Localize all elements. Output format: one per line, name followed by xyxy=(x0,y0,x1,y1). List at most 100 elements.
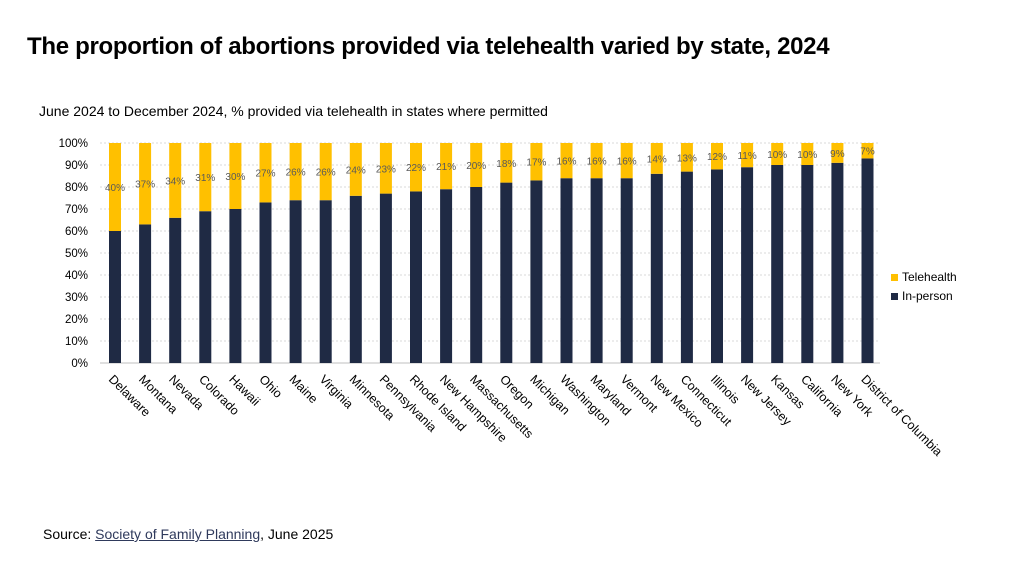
data-label: 14% xyxy=(647,154,667,165)
data-label: 7% xyxy=(860,147,875,158)
data-label: 16% xyxy=(556,157,576,168)
data-label: 16% xyxy=(587,157,607,168)
source-prefix: Source: xyxy=(43,526,96,542)
bar-in-person xyxy=(470,187,483,363)
data-label: 20% xyxy=(466,161,486,172)
y-axis: 0% 10% 20% 30% 40% 50% 60% 70% 80% 90% 100% xyxy=(59,138,880,370)
data-label: 16% xyxy=(617,157,637,168)
x-tick-label: District of Columbia xyxy=(858,372,945,459)
bar-in-person xyxy=(349,195,362,363)
bar-in-person xyxy=(289,200,302,363)
bar-in-person xyxy=(500,182,513,363)
legend: Telehealth In-person xyxy=(891,270,957,303)
bars: 40% 37% 34% 31% 30% 27% 26% 26% 24% 23% 22% 21% 20% 1… xyxy=(105,143,875,363)
bar-in-person xyxy=(139,224,152,363)
data-label: 23% xyxy=(376,164,396,175)
data-label: 22% xyxy=(406,163,426,174)
bar-telehealth xyxy=(801,143,814,165)
bar-telehealth xyxy=(199,143,212,212)
bar-in-person xyxy=(771,165,784,363)
bar-telehealth xyxy=(259,143,272,203)
bar-telehealth xyxy=(139,143,152,225)
y-tick-label: 10% xyxy=(65,336,88,348)
bar-in-person xyxy=(109,231,121,363)
bar-telehealth xyxy=(169,143,182,218)
data-label: 12% xyxy=(707,152,727,163)
data-label: 26% xyxy=(286,168,306,179)
data-label: 26% xyxy=(316,168,336,179)
data-label: 17% xyxy=(526,158,546,169)
bar-in-person xyxy=(620,178,633,363)
bar-telehealth xyxy=(530,143,543,181)
data-label: 10% xyxy=(767,150,787,161)
x-tick-label: Maine xyxy=(286,372,320,406)
bar-in-person xyxy=(319,200,332,363)
data-label: 34% xyxy=(165,176,185,187)
legend-swatch xyxy=(891,293,898,300)
bar-in-person xyxy=(229,209,242,363)
gridlines xyxy=(100,142,880,342)
data-label: 27% xyxy=(255,169,275,180)
bar-telehealth xyxy=(379,143,392,194)
legend-label: In-person xyxy=(902,289,953,303)
page-title: The proportion of abortions provided via… xyxy=(27,33,830,60)
data-label: 13% xyxy=(677,153,697,164)
bar-in-person xyxy=(711,169,723,363)
y-tick-label: 70% xyxy=(65,204,88,216)
source-suffix: , June 2025 xyxy=(260,526,334,542)
y-tick-label: 20% xyxy=(65,314,88,326)
data-label: 18% xyxy=(496,159,516,170)
bar-in-person xyxy=(861,158,874,363)
bar-telehealth xyxy=(289,143,302,201)
bar-telehealth xyxy=(500,143,513,183)
bar-in-person xyxy=(590,178,603,363)
bar-telehealth xyxy=(470,143,483,187)
bar-in-person xyxy=(169,217,182,363)
bar-in-person xyxy=(741,167,754,363)
data-label: 30% xyxy=(225,172,245,183)
bar-telehealth xyxy=(229,143,242,209)
bar-telehealth xyxy=(440,143,453,190)
source-link[interactable]: Society of Family Planning xyxy=(95,526,261,542)
bar-telehealth xyxy=(410,143,422,192)
data-label: 37% xyxy=(135,180,155,191)
data-label: 24% xyxy=(346,165,366,176)
bar-telehealth xyxy=(771,143,784,165)
y-tick-label: 50% xyxy=(65,248,88,260)
bar-telehealth xyxy=(680,143,693,172)
bar-telehealth xyxy=(711,143,723,170)
data-label: 10% xyxy=(797,150,817,161)
bar-telehealth xyxy=(560,143,573,179)
y-tick-label: 100% xyxy=(59,138,88,150)
bar-telehealth xyxy=(349,143,362,196)
y-tick-label: 80% xyxy=(65,182,88,194)
bar-telehealth xyxy=(831,143,844,163)
bar-in-person xyxy=(680,171,693,363)
data-label: 40% xyxy=(105,183,125,194)
bar-telehealth xyxy=(861,143,874,159)
bar-in-person xyxy=(440,189,453,363)
bar-in-person xyxy=(410,191,422,363)
bar-in-person xyxy=(831,162,844,363)
bar-in-person xyxy=(530,180,543,363)
y-tick-label: 90% xyxy=(65,160,88,172)
bar-in-person xyxy=(259,202,272,363)
y-tick-label: 0% xyxy=(71,358,88,370)
legend-swatch xyxy=(891,274,898,281)
bar-in-person xyxy=(379,193,392,363)
data-label: 21% xyxy=(436,162,456,173)
bar-telehealth xyxy=(590,143,603,179)
y-tick-label: 30% xyxy=(65,292,88,304)
bar-in-person xyxy=(560,178,573,363)
chart-subtitle: June 2024 to December 2024, % provided v… xyxy=(39,103,548,119)
data-label: 9% xyxy=(830,149,845,160)
bar-telehealth xyxy=(741,143,754,168)
bar-telehealth xyxy=(319,143,332,201)
bar-telehealth xyxy=(109,143,121,231)
bar-in-person xyxy=(650,173,663,363)
y-tick-label: 40% xyxy=(65,270,88,282)
bar-telehealth xyxy=(650,143,663,174)
legend-label: Telehealth xyxy=(902,270,957,284)
